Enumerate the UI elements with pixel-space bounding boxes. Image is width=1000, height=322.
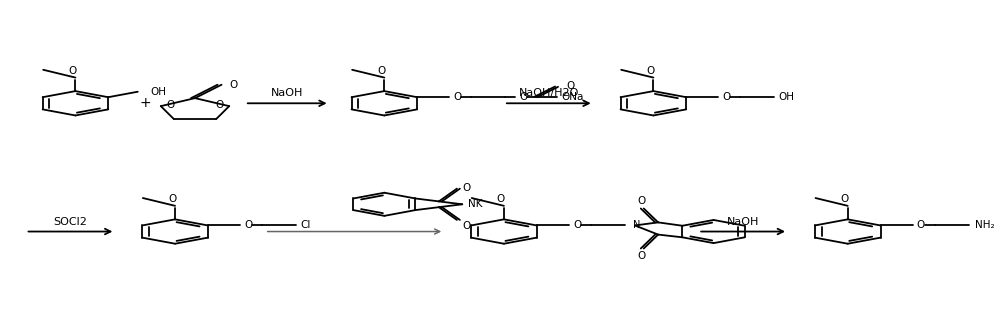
Text: O: O bbox=[841, 194, 849, 204]
Text: O: O bbox=[244, 220, 252, 230]
Text: OH: OH bbox=[778, 92, 794, 102]
Text: O: O bbox=[453, 92, 462, 102]
Text: O: O bbox=[168, 194, 176, 204]
Text: O: O bbox=[519, 92, 528, 102]
Text: O: O bbox=[638, 251, 646, 261]
Text: O: O bbox=[573, 220, 581, 230]
Text: O: O bbox=[722, 92, 731, 102]
Text: NH₂: NH₂ bbox=[975, 220, 994, 230]
Text: NaOH: NaOH bbox=[271, 88, 303, 98]
Text: SOCl2: SOCl2 bbox=[54, 217, 87, 227]
Text: NaOH/H2O: NaOH/H2O bbox=[519, 88, 579, 98]
Text: O: O bbox=[566, 81, 574, 91]
Text: O: O bbox=[377, 66, 385, 76]
Text: O: O bbox=[167, 100, 175, 110]
Text: O: O bbox=[463, 183, 471, 193]
Text: Cl: Cl bbox=[300, 220, 310, 230]
Text: O: O bbox=[229, 80, 238, 90]
Text: O: O bbox=[463, 221, 471, 231]
Text: +: + bbox=[139, 96, 151, 110]
Text: O: O bbox=[68, 66, 77, 76]
Text: NaOH: NaOH bbox=[727, 217, 759, 227]
Text: O: O bbox=[215, 100, 223, 110]
Text: O: O bbox=[917, 220, 925, 230]
Text: O: O bbox=[638, 196, 646, 206]
Text: OH: OH bbox=[151, 87, 167, 97]
Text: N: N bbox=[633, 221, 640, 231]
Text: O: O bbox=[646, 66, 655, 76]
Text: ONa: ONa bbox=[561, 92, 584, 102]
Text: O: O bbox=[497, 194, 505, 204]
Text: NK: NK bbox=[468, 199, 483, 209]
